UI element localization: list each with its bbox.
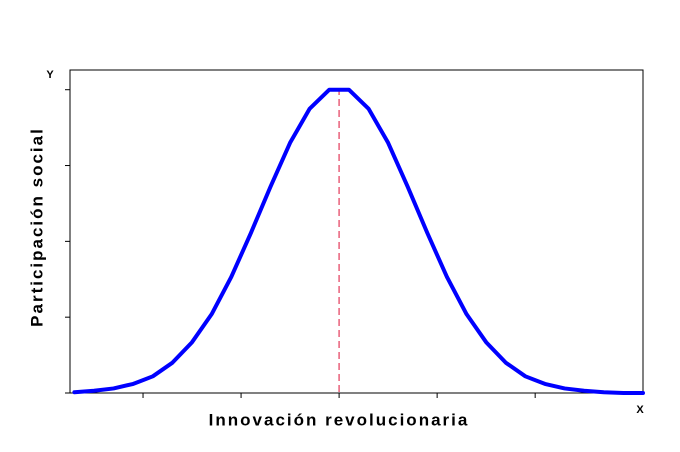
plot-frame (69, 69, 644, 394)
y-axis-letter: Y (46, 69, 54, 81)
y-axis-title: Participación social (27, 127, 46, 327)
x-axis-letter: X (636, 404, 644, 416)
x-axis-title: Innovación revolucionaria (209, 410, 470, 429)
curve (72, 87, 645, 395)
